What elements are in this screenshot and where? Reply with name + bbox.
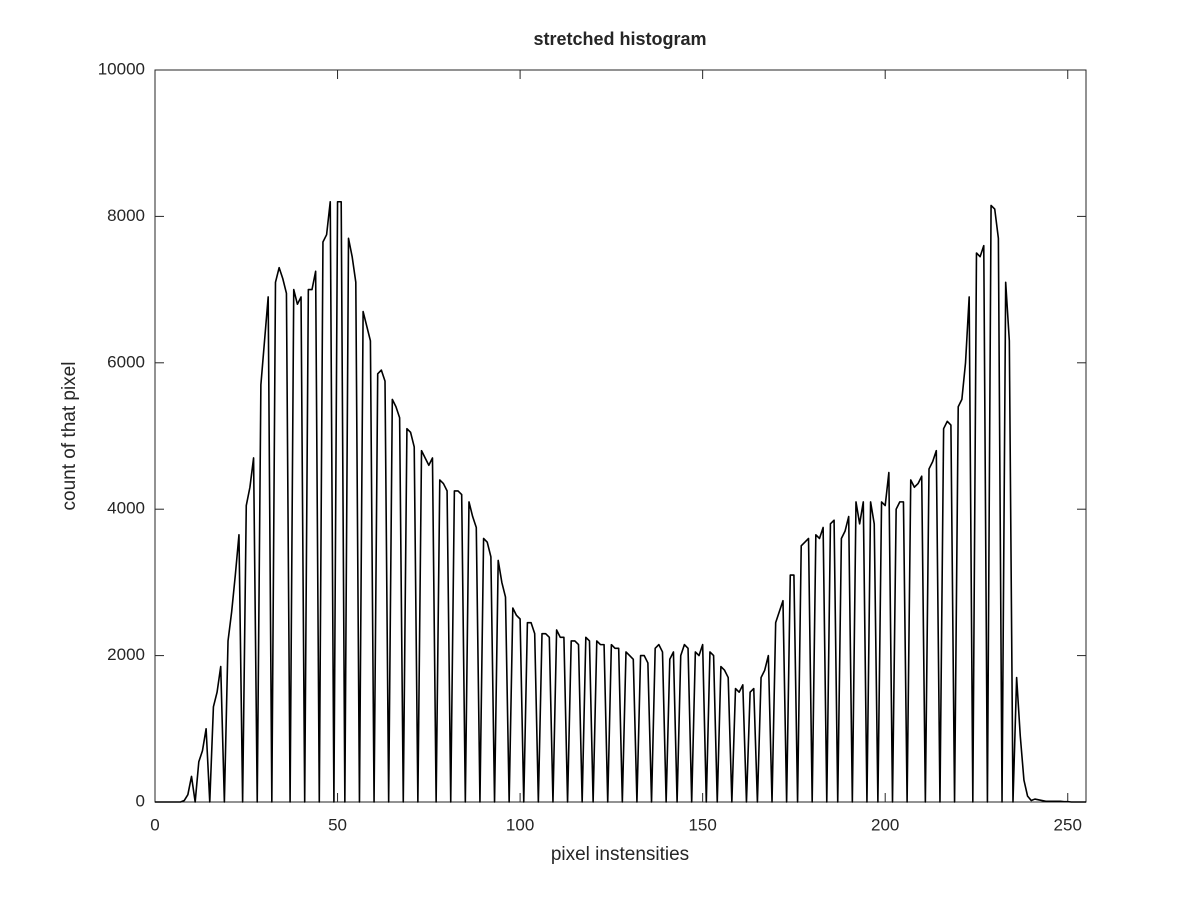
y-tick-label: 10000 <box>98 59 145 78</box>
y-tick-label: 0 <box>136 791 145 810</box>
y-axis-label: count of that pixel <box>59 362 80 511</box>
plot-frame <box>154 69 1087 803</box>
y-tick-label: 8000 <box>107 206 145 225</box>
y-tick-label: 4000 <box>107 499 145 518</box>
x-tick-label: 50 <box>328 815 347 834</box>
x-tick-label: 200 <box>871 815 899 834</box>
y-tick-label: 2000 <box>107 645 145 664</box>
y-tick-label: 6000 <box>107 352 145 371</box>
x-tick-label: 150 <box>688 815 716 834</box>
x-axis-label: pixel instensities <box>551 844 689 865</box>
x-tick-label: 0 <box>150 815 159 834</box>
x-tick-label: 100 <box>506 815 534 834</box>
chart-title: stretched histogram <box>533 29 706 49</box>
x-tick-label: 250 <box>1054 815 1082 834</box>
histogram-line <box>155 200 1086 803</box>
